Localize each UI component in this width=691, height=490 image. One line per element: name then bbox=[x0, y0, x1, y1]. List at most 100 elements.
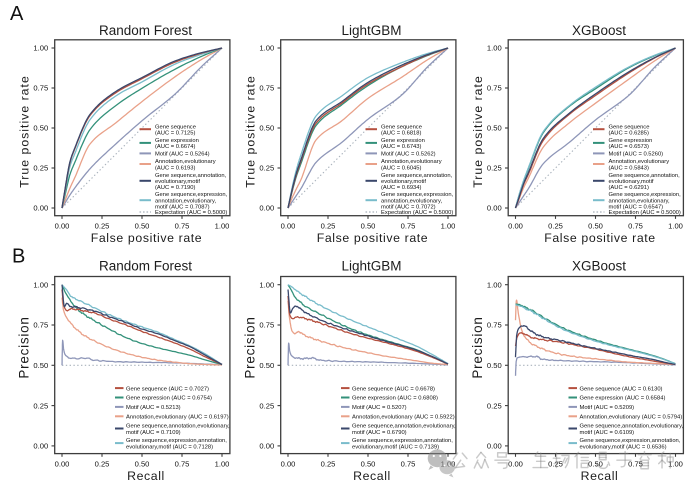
svg-text:0.00: 0.00 bbox=[33, 442, 48, 451]
svg-text:Gene sequence,expression,annot: Gene sequence,expression,annotation, bbox=[580, 438, 681, 444]
svg-text:Gene sequence,expression,: Gene sequence,expression, bbox=[155, 192, 228, 198]
svg-text:Gene sequence: Gene sequence bbox=[155, 124, 196, 130]
svg-text:False positive rate: False positive rate bbox=[317, 231, 429, 245]
svg-text:1.00: 1.00 bbox=[33, 44, 48, 53]
svg-text:0.25: 0.25 bbox=[487, 401, 502, 410]
svg-text:0.25: 0.25 bbox=[95, 460, 110, 469]
svg-text:(AUC = 0.6674): (AUC = 0.6674) bbox=[155, 144, 196, 150]
svg-text:1.00: 1.00 bbox=[259, 280, 274, 289]
svg-text:1.00: 1.00 bbox=[33, 280, 48, 289]
svg-text:Motif (AUC = 0.5264): Motif (AUC = 0.5264) bbox=[155, 152, 210, 158]
svg-text:0.25: 0.25 bbox=[321, 460, 336, 469]
svg-text:Annotation,evolutionary: Annotation,evolutionary bbox=[609, 159, 670, 165]
svg-text:LightGBM: LightGBM bbox=[341, 23, 401, 38]
svg-text:annotation,evolutionary,: annotation,evolutionary, bbox=[609, 198, 671, 204]
svg-text:0.75: 0.75 bbox=[259, 84, 274, 93]
svg-text:0.75: 0.75 bbox=[628, 222, 643, 231]
svg-text:A: A bbox=[10, 3, 24, 25]
svg-text:Precision: Precision bbox=[243, 316, 258, 378]
svg-text:Motif (AUC = 0.5213): Motif (AUC = 0.5213) bbox=[126, 405, 181, 411]
svg-text:1.00: 1.00 bbox=[259, 44, 274, 53]
svg-text:(AUC = 0.6193): (AUC = 0.6193) bbox=[155, 165, 196, 171]
svg-text:0.50: 0.50 bbox=[259, 361, 274, 370]
svg-text:0.25: 0.25 bbox=[487, 164, 502, 173]
svg-text:0.75: 0.75 bbox=[401, 222, 416, 231]
svg-text:Gene sequence,annotation,evolu: Gene sequence,annotation,evolutionary, bbox=[352, 424, 456, 430]
svg-text:Expectation (AUC = 0.5000): Expectation (AUC = 0.5000) bbox=[381, 210, 453, 216]
svg-text:0.50: 0.50 bbox=[361, 460, 376, 469]
svg-text:Gene sequence,expression,annot: Gene sequence,expression,annotation, bbox=[352, 438, 453, 444]
svg-text:0.00: 0.00 bbox=[281, 460, 296, 469]
svg-text:0.50: 0.50 bbox=[259, 124, 274, 133]
svg-text:0.75: 0.75 bbox=[628, 460, 643, 469]
svg-text:(AUC = 0.6743): (AUC = 0.6743) bbox=[381, 144, 422, 150]
svg-text:Random Forest: Random Forest bbox=[99, 23, 192, 38]
svg-text:Gene sequence: Gene sequence bbox=[381, 124, 422, 130]
svg-text:(AUC = 0.7190): (AUC = 0.7190) bbox=[155, 185, 196, 191]
svg-text:Gene sequence,annotation,evolu: Gene sequence,annotation,evolutionary, bbox=[580, 424, 684, 430]
svg-text:0.50: 0.50 bbox=[135, 460, 150, 469]
svg-text:annotation,evolutionary,: annotation,evolutionary, bbox=[155, 198, 217, 204]
svg-text:1.00: 1.00 bbox=[215, 222, 230, 231]
svg-text:Recall: Recall bbox=[127, 469, 165, 483]
svg-text:0.00: 0.00 bbox=[508, 460, 523, 469]
svg-text:True positive rate: True positive rate bbox=[471, 75, 485, 188]
svg-text:annotation,evolutionary,: annotation,evolutionary, bbox=[381, 198, 443, 204]
svg-text:1.00: 1.00 bbox=[441, 222, 456, 231]
svg-text:0.00: 0.00 bbox=[55, 222, 70, 231]
svg-text:0.00: 0.00 bbox=[33, 204, 48, 213]
svg-text:motif (AUC = 0.6547): motif (AUC = 0.6547) bbox=[609, 205, 664, 211]
svg-text:1.00: 1.00 bbox=[215, 460, 230, 469]
svg-text:0.25: 0.25 bbox=[548, 222, 563, 231]
svg-text:evolutionary,motif: evolutionary,motif bbox=[155, 179, 200, 185]
svg-text:Gene expression: Gene expression bbox=[609, 138, 653, 144]
svg-text:True positive rate: True positive rate bbox=[18, 75, 32, 188]
svg-text:evolutionary,motif (AUC = 0.65: evolutionary,motif (AUC = 0.6536) bbox=[580, 444, 667, 450]
svg-text:Gene sequence,annotation,: Gene sequence,annotation, bbox=[381, 173, 453, 179]
svg-text:Gene expression: Gene expression bbox=[381, 138, 425, 144]
svg-text:0.50: 0.50 bbox=[33, 124, 48, 133]
svg-text:Annotation,evolutionary (AUC =: Annotation,evolutionary (AUC = 0.6197) bbox=[126, 415, 229, 421]
svg-text:0.50: 0.50 bbox=[588, 222, 603, 231]
svg-text:0.75: 0.75 bbox=[401, 460, 416, 469]
svg-text:0.50: 0.50 bbox=[135, 222, 150, 231]
svg-text:0.50: 0.50 bbox=[487, 124, 502, 133]
svg-text:0.25: 0.25 bbox=[321, 222, 336, 231]
svg-text:Gene sequence,expression,: Gene sequence,expression, bbox=[381, 192, 454, 198]
svg-text:Annotation,evolutionary: Annotation,evolutionary bbox=[155, 159, 216, 165]
svg-text:1.00: 1.00 bbox=[668, 222, 683, 231]
svg-text:evolutionary,motif (AUC = 0.71: evolutionary,motif (AUC = 0.7128) bbox=[126, 444, 213, 450]
svg-text:(AUC = 0.6573): (AUC = 0.6573) bbox=[609, 144, 650, 150]
svg-text:Random Forest: Random Forest bbox=[99, 259, 192, 274]
svg-text:Precision: Precision bbox=[470, 316, 485, 378]
svg-text:Motif (AUC = 0.5260): Motif (AUC = 0.5260) bbox=[609, 152, 664, 158]
svg-text:0.75: 0.75 bbox=[33, 321, 48, 330]
svg-text:0.75: 0.75 bbox=[33, 84, 48, 93]
svg-text:Recall: Recall bbox=[353, 469, 391, 483]
svg-text:(AUC = 0.7125): (AUC = 0.7125) bbox=[155, 131, 196, 137]
svg-text:1.00: 1.00 bbox=[668, 460, 683, 469]
svg-text:(AUC = 0.6045): (AUC = 0.6045) bbox=[381, 165, 422, 171]
svg-text:0.00: 0.00 bbox=[487, 204, 502, 213]
svg-text:0.25: 0.25 bbox=[33, 401, 48, 410]
svg-text:B: B bbox=[12, 245, 25, 267]
svg-text:1.00: 1.00 bbox=[487, 280, 502, 289]
svg-text:LightGBM: LightGBM bbox=[341, 259, 401, 274]
svg-text:0.25: 0.25 bbox=[548, 460, 563, 469]
svg-text:motif (AUC = 0.6109): motif (AUC = 0.6109) bbox=[580, 430, 635, 436]
svg-text:0.00: 0.00 bbox=[259, 204, 274, 213]
svg-text:Gene sequence,annotation,: Gene sequence,annotation, bbox=[609, 173, 681, 179]
svg-text:0.00: 0.00 bbox=[508, 222, 523, 231]
svg-text:Gene expression (AUC = 0.6754): Gene expression (AUC = 0.6754) bbox=[126, 396, 212, 402]
svg-text:0.25: 0.25 bbox=[95, 222, 110, 231]
svg-text:0.00: 0.00 bbox=[281, 222, 296, 231]
svg-text:evolutionary,motif: evolutionary,motif bbox=[381, 179, 426, 185]
svg-text:motif (AUC = 0.7072): motif (AUC = 0.7072) bbox=[381, 205, 436, 211]
svg-text:False positive rate: False positive rate bbox=[91, 231, 203, 245]
svg-text:Motif (AUC = 0.5209): Motif (AUC = 0.5209) bbox=[580, 405, 635, 411]
svg-text:Annotation,evolutionary (AUC =: Annotation,evolutionary (AUC = 0.5922) bbox=[352, 415, 455, 421]
svg-text:True positive rate: True positive rate bbox=[244, 75, 258, 188]
svg-text:Annotation,evolutionary (AUC =: Annotation,evolutionary (AUC = 0.5794) bbox=[580, 415, 683, 421]
svg-text:Recall: Recall bbox=[581, 469, 619, 483]
svg-text:Gene sequence,expression,: Gene sequence,expression, bbox=[609, 192, 682, 198]
